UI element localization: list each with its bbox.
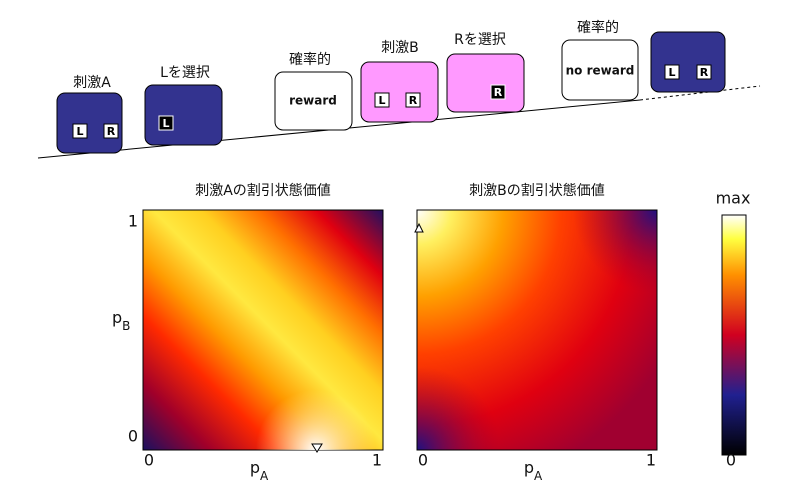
button xyxy=(490,84,506,100)
x-axis-label-main: p xyxy=(524,458,534,477)
x-axis-label: pA xyxy=(250,458,269,483)
colorbar-bottom-label: 0 xyxy=(726,451,736,470)
button-label: L xyxy=(668,66,675,79)
event-box xyxy=(650,31,726,93)
y-axis-label-sub: B xyxy=(122,319,130,333)
button xyxy=(664,64,680,80)
button xyxy=(103,123,119,139)
button xyxy=(158,115,174,131)
button-label: R xyxy=(107,125,116,138)
event-box xyxy=(360,61,439,123)
event-text: reward xyxy=(289,94,337,108)
button-label: R xyxy=(700,66,709,79)
button xyxy=(374,92,390,108)
event-label: 確率的 xyxy=(289,51,331,68)
event-box xyxy=(144,84,223,146)
button-label: L xyxy=(162,117,169,130)
event-box xyxy=(274,71,353,131)
button-label: L xyxy=(378,94,385,107)
event-label: Rを選択 xyxy=(454,32,506,48)
button-label: L xyxy=(76,125,83,138)
button xyxy=(696,64,712,80)
event-label: 刺激B xyxy=(381,39,419,56)
event-label: 確率的 xyxy=(577,19,619,36)
y-axis-label-main: p xyxy=(112,308,122,327)
event-box xyxy=(446,53,525,113)
event-label: Lを選択 xyxy=(160,65,210,81)
panel-title: 刺激Bの割引状態価値 xyxy=(469,182,605,199)
y-tick-label: 0 xyxy=(128,427,138,446)
x-tick-label: 1 xyxy=(646,451,656,470)
panel-title: 刺激Aの割引状態価値 xyxy=(195,182,331,199)
button-label: R xyxy=(494,86,503,99)
event-label: 刺激A xyxy=(73,74,111,91)
x-axis-label-main: p xyxy=(250,458,260,477)
heatmap-highlight xyxy=(143,210,383,450)
timeline-dashed xyxy=(639,85,761,101)
heatmap-corner xyxy=(416,209,658,451)
x-axis-label-sub: A xyxy=(260,469,269,483)
x-axis-label-sub: A xyxy=(534,469,543,483)
button xyxy=(72,123,88,139)
marker xyxy=(414,222,424,233)
colorbar-top-label: max xyxy=(716,189,751,208)
y-axis-label: pB xyxy=(112,308,130,333)
colorbar xyxy=(721,214,747,456)
x-tick-label: 0 xyxy=(144,451,154,470)
x-tick-label: 1 xyxy=(372,451,382,470)
event-box xyxy=(561,39,639,101)
button xyxy=(405,92,421,108)
event-box xyxy=(56,92,123,154)
y-tick-label: 1 xyxy=(128,212,138,231)
x-axis-label: pA xyxy=(524,458,543,483)
event-text: no reward xyxy=(566,64,635,78)
button-label: R xyxy=(409,94,418,107)
x-tick-label: 0 xyxy=(418,451,428,470)
marker xyxy=(311,443,323,453)
